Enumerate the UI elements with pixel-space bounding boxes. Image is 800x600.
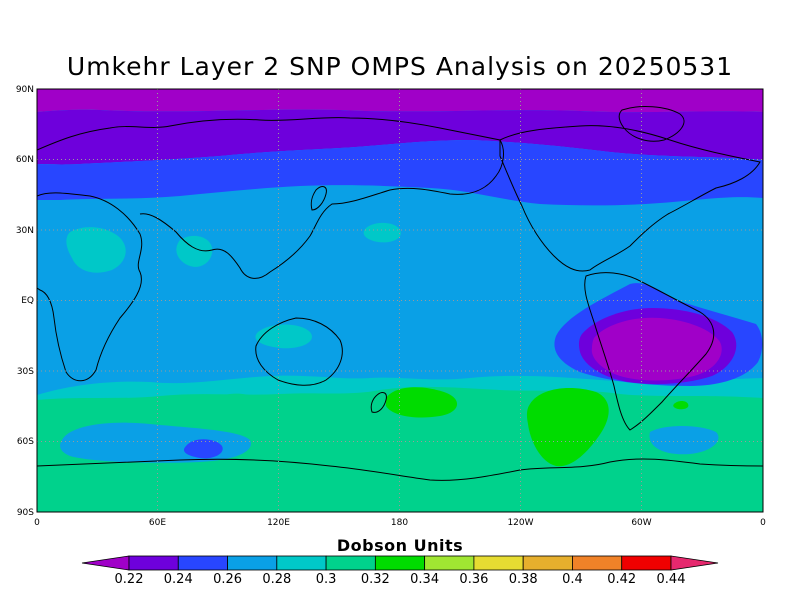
south-america-outline bbox=[584, 272, 715, 431]
colorbar-swatch bbox=[227, 555, 278, 571]
colorbar-title: Dobson Units bbox=[336, 536, 464, 555]
colorbar-swatch bbox=[473, 555, 524, 571]
colorbar-swatch bbox=[177, 555, 228, 571]
colorbar-tick-label: 0.38 bbox=[509, 572, 538, 587]
ozone-patch-south-indian-3 bbox=[210, 393, 266, 421]
colorbar-tick-label: 0.26 bbox=[213, 572, 242, 587]
map-frame bbox=[36, 88, 764, 513]
colorbar-tick-label: 0.3 bbox=[316, 572, 337, 587]
lon-label: 60W bbox=[631, 518, 651, 528]
ozone-low-south-america-core bbox=[591, 317, 722, 381]
colorbar-tick-label: 0.34 bbox=[410, 572, 439, 587]
ozone-high-southeast-pacific bbox=[526, 388, 609, 467]
antarctica-outline bbox=[37, 458, 763, 481]
colorbar-swatch bbox=[325, 555, 376, 571]
new-zealand-outline bbox=[370, 392, 387, 413]
eurasia-outline bbox=[37, 117, 504, 279]
colorbar-lower-extension bbox=[81, 555, 130, 571]
colorbar-swatch bbox=[522, 555, 573, 571]
page-title: Umkehr Layer 2 SNP OMPS Analysis on 2025… bbox=[66, 52, 734, 81]
africa-outline bbox=[37, 192, 143, 382]
colorbar: 0.22 0.24 0.26 0.28 0.3 0.32 0.34 0.36 0.38 0.4 0.… bbox=[81, 555, 719, 587]
lat-labels: 90N 60N 30N EQ 30S 60S 90S bbox=[16, 85, 34, 518]
colorbar-tick-label: 0.44 bbox=[657, 572, 686, 587]
colorbar-swatch bbox=[621, 555, 672, 571]
colorbar-swatch bbox=[276, 555, 327, 571]
lat-label: 30S bbox=[17, 367, 34, 377]
lon-labels: 0 60E 120E 180 120W 60W 0 bbox=[34, 518, 766, 528]
japan-outline bbox=[310, 186, 327, 211]
lon-label: 60E bbox=[149, 518, 166, 528]
ozone-patch-australia bbox=[255, 324, 312, 349]
north-america-outline bbox=[499, 125, 761, 272]
australia-outline bbox=[255, 317, 343, 386]
colorbar-swatch bbox=[128, 555, 179, 571]
map-grid bbox=[37, 89, 763, 512]
ozone-patch-arabia bbox=[176, 235, 213, 267]
ozone-high-south-atlantic-small bbox=[673, 401, 689, 410]
ozone-patch-north-pacific bbox=[363, 222, 401, 243]
lat-label: 90S bbox=[17, 508, 34, 518]
ozone-patch-south-atlantic bbox=[649, 426, 719, 455]
lon-label: 120W bbox=[507, 518, 533, 528]
ozone-patch-south-indian-4 bbox=[273, 405, 313, 421]
colorbar-tick-label: 0.28 bbox=[262, 572, 291, 587]
colorbar-tick-label: 0.32 bbox=[361, 572, 390, 587]
lon-label: 0 bbox=[34, 518, 40, 528]
lat-label: 60S bbox=[17, 437, 34, 447]
colorbar-tick-label: 0.4 bbox=[562, 572, 583, 587]
colorbar-swatch bbox=[424, 555, 475, 571]
colorbar-tick-label: 0.42 bbox=[607, 572, 636, 587]
map-plot-area bbox=[37, 89, 763, 512]
lon-label: 0 bbox=[760, 518, 766, 528]
lon-label: 120E bbox=[267, 518, 290, 528]
colorbar-swatch bbox=[374, 555, 426, 571]
ozone-patch-south-indian-2 bbox=[108, 400, 162, 423]
ozone-patch-africa bbox=[66, 227, 126, 273]
ozone-high-new-zealand bbox=[386, 387, 458, 418]
greenland-outline bbox=[618, 106, 685, 142]
colorbar-upper-extension bbox=[670, 555, 719, 571]
ozone-band-0.22 bbox=[37, 89, 763, 113]
lat-label: EQ bbox=[21, 296, 34, 306]
colorbar-tick-label: 0.24 bbox=[164, 572, 193, 587]
lat-label: 60N bbox=[16, 155, 34, 165]
ozone-low-south-indian bbox=[183, 439, 223, 459]
colorbar-tick-label: 0.22 bbox=[115, 572, 144, 587]
lon-label: 180 bbox=[391, 518, 408, 528]
continent-outlines bbox=[37, 106, 763, 481]
colorbar-tick-label: 0.36 bbox=[459, 572, 488, 587]
lat-label: 30N bbox=[16, 226, 34, 236]
colorbar-swatch bbox=[572, 555, 623, 571]
lat-label: 90N bbox=[16, 85, 34, 95]
ozone-band-0.26 bbox=[37, 140, 763, 206]
